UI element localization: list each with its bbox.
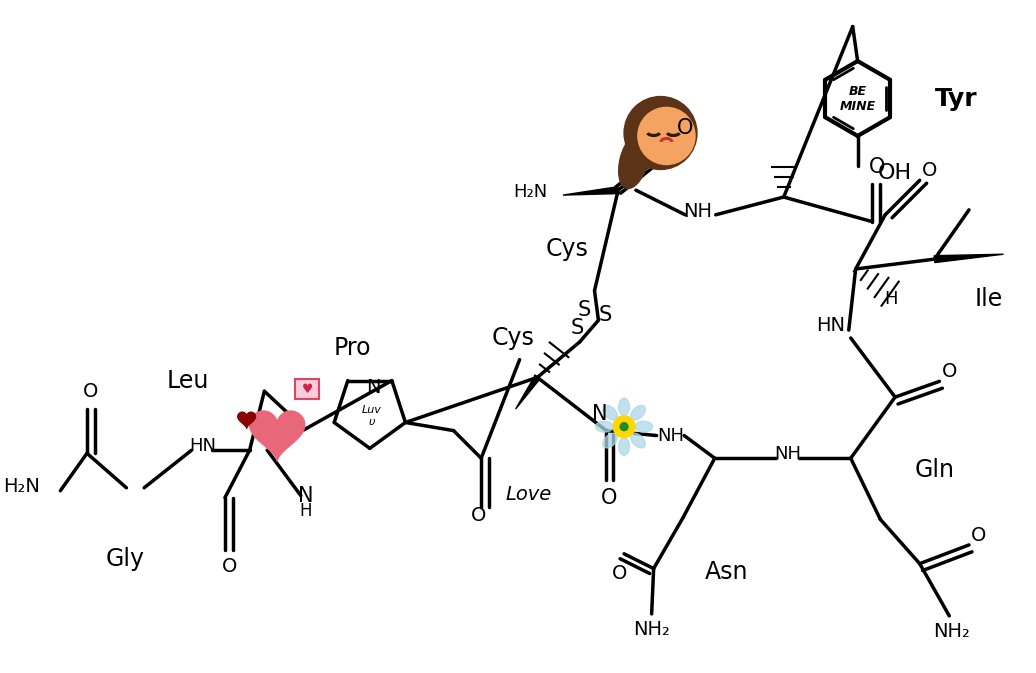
Ellipse shape [618, 133, 650, 188]
Text: S: S [599, 306, 612, 325]
Polygon shape [250, 411, 305, 461]
Text: OH: OH [877, 164, 912, 184]
Polygon shape [934, 254, 1004, 262]
Text: O: O [922, 161, 938, 180]
Ellipse shape [603, 405, 617, 420]
Text: N: N [367, 378, 381, 397]
Text: H: H [885, 289, 898, 308]
Text: O: O [971, 526, 986, 544]
Ellipse shape [635, 421, 653, 432]
Text: NH₂: NH₂ [633, 621, 670, 639]
Text: S: S [578, 300, 592, 320]
Text: O: O [869, 157, 886, 176]
Text: N: N [592, 404, 607, 424]
Text: HN: HN [189, 437, 215, 456]
Circle shape [621, 423, 628, 431]
Text: S: S [570, 318, 583, 338]
Text: O: O [601, 488, 617, 507]
Text: O: O [942, 362, 957, 381]
Text: Ile: Ile [975, 287, 1003, 310]
Circle shape [624, 96, 697, 170]
Text: Pro: Pro [334, 336, 371, 360]
Text: HN: HN [816, 316, 845, 334]
Circle shape [613, 416, 635, 437]
Ellipse shape [596, 421, 613, 432]
Polygon shape [516, 376, 540, 409]
Ellipse shape [618, 398, 630, 416]
Text: H₂N: H₂N [513, 183, 547, 201]
Text: O: O [677, 118, 693, 138]
Text: O: O [611, 564, 627, 583]
Text: Tyr: Tyr [934, 87, 977, 110]
Text: NH: NH [774, 446, 801, 463]
Text: NH: NH [684, 203, 713, 221]
Text: O: O [470, 506, 486, 525]
Text: Gln: Gln [915, 458, 954, 482]
Text: Leu: Leu [167, 369, 208, 393]
Text: Cys: Cys [491, 326, 535, 350]
Text: NH₂: NH₂ [932, 622, 970, 641]
Text: Luv
υ: Luv υ [362, 405, 381, 427]
Text: Cys: Cys [546, 238, 588, 261]
Text: BE
MINE: BE MINE [839, 85, 875, 112]
Polygon shape [237, 412, 256, 428]
Text: NH: NH [657, 427, 684, 445]
Text: Love: Love [506, 485, 552, 504]
Text: Asn: Asn [704, 559, 748, 583]
Text: ♥: ♥ [303, 383, 313, 396]
FancyBboxPatch shape [295, 380, 318, 399]
Text: H₂N: H₂N [3, 477, 39, 496]
Ellipse shape [631, 433, 645, 448]
Text: O: O [83, 382, 98, 400]
Text: H: H [299, 503, 312, 520]
Ellipse shape [603, 433, 617, 448]
Polygon shape [563, 186, 618, 195]
Text: Gly: Gly [106, 546, 145, 571]
Circle shape [638, 108, 695, 164]
Text: N: N [298, 486, 314, 505]
Ellipse shape [631, 405, 645, 420]
Ellipse shape [618, 437, 630, 455]
Text: O: O [222, 557, 237, 576]
